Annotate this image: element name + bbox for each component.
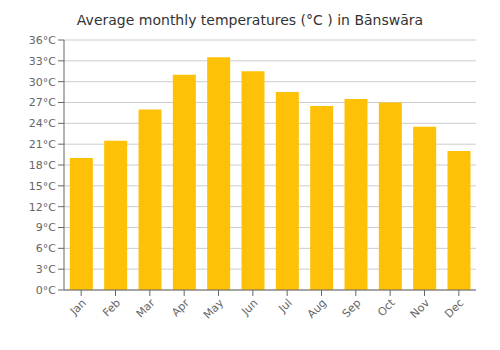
svg-text:Nov: Nov [408, 296, 433, 321]
svg-text:May: May [201, 296, 227, 322]
svg-text:18°C: 18°C [29, 159, 56, 172]
svg-text:Sep: Sep [340, 296, 364, 320]
html-text:Average monthly temperatures (: Average monthly temperatures (°C ) in Bā… [76, 12, 424, 28]
svg-text:Mar: Mar [134, 296, 158, 320]
svg-text:0°C: 0°C [36, 284, 56, 297]
svg-text:Apr: Apr [169, 296, 192, 319]
svg-text:6°C: 6°C [36, 242, 56, 255]
svg-text:33°C: 33°C [29, 55, 56, 68]
svg-text:30°C: 30°C [29, 76, 56, 89]
svg-text:24°C: 24°C [29, 117, 56, 130]
svg-text:Jun: Jun [238, 296, 260, 318]
svg-text:Aug: Aug [305, 296, 329, 320]
svg-text:15°C: 15°C [29, 180, 56, 193]
svg-text:27°C: 27°C [29, 96, 56, 109]
svg-text:Dec: Dec [442, 296, 466, 320]
svg-text:Oct: Oct [375, 296, 398, 319]
svg-text:Jul: Jul [276, 296, 295, 315]
svg-text:12°C: 12°C [29, 201, 56, 214]
svg-text:3°C: 3°C [36, 263, 56, 276]
svg-text:Jan: Jan [67, 296, 89, 318]
svg-text:9°C: 9°C [36, 221, 56, 234]
svg-text:36°C: 36°C [29, 34, 56, 47]
svg-text:Feb: Feb [100, 296, 123, 319]
svg-text:21°C: 21°C [29, 138, 56, 151]
